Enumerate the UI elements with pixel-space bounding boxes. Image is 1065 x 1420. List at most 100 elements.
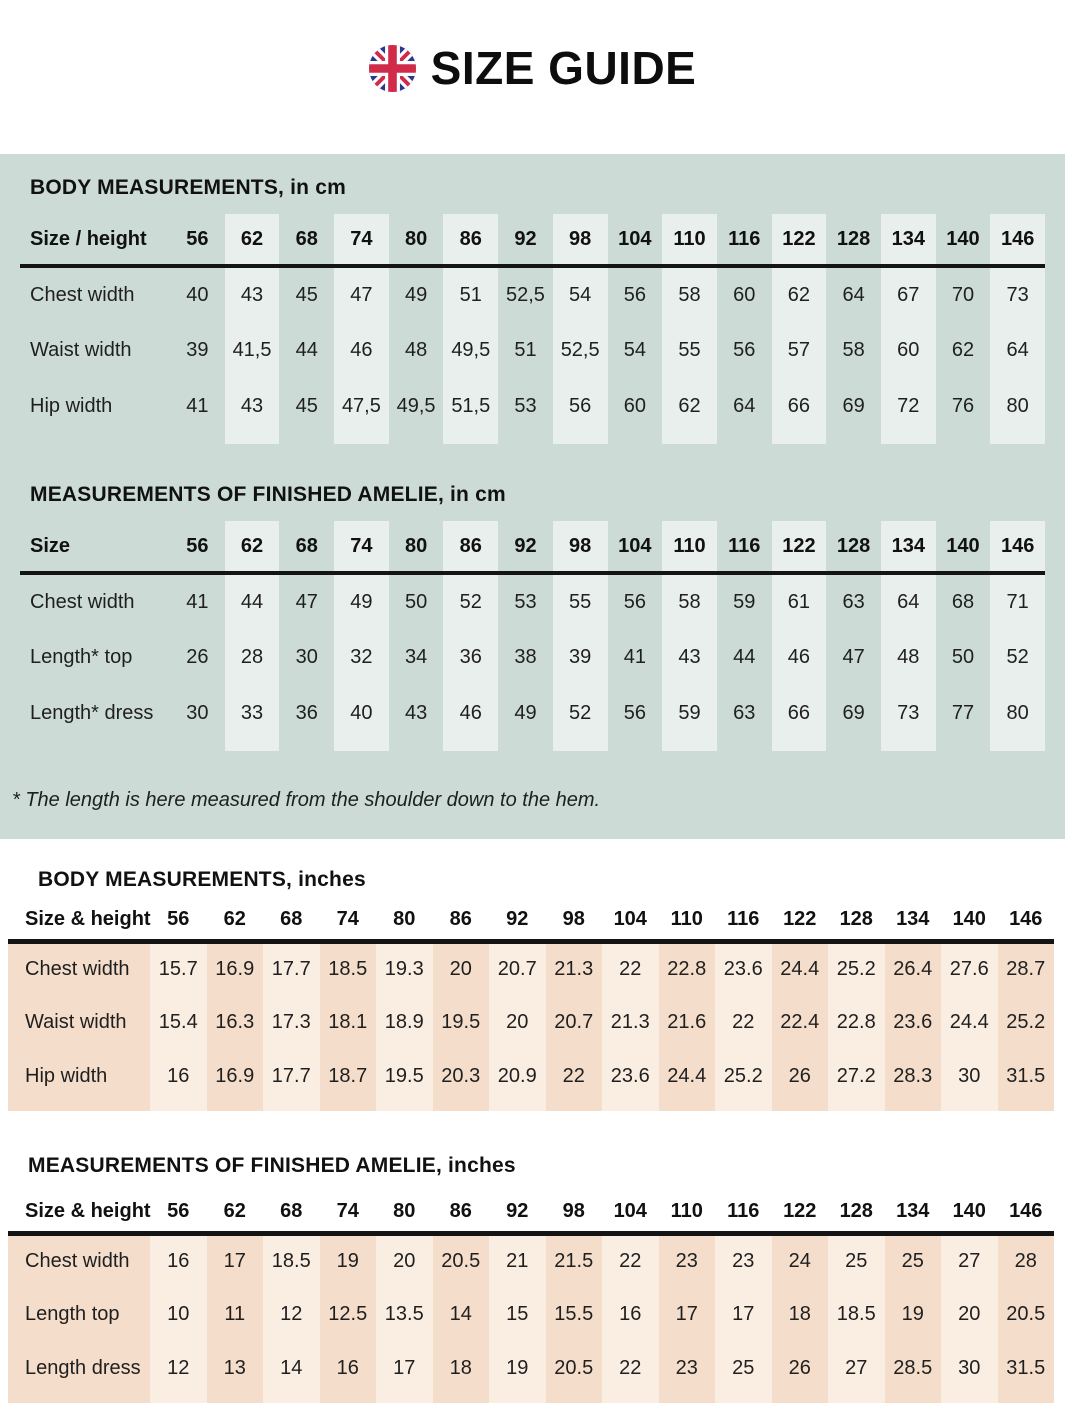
cell-value: 46 bbox=[334, 322, 389, 378]
size-column-header: 56 bbox=[150, 1193, 207, 1236]
cell-value: 22 bbox=[602, 941, 659, 995]
cell-value: 20.9 bbox=[489, 1049, 546, 1111]
cell-value: 16.9 bbox=[206, 1049, 263, 1111]
cell-value: 23 bbox=[658, 1341, 715, 1403]
size-column-header: 74 bbox=[319, 1193, 376, 1236]
cell-value: 58 bbox=[662, 573, 717, 629]
cell-value: 39 bbox=[552, 629, 608, 685]
cell-value: 17 bbox=[376, 1341, 433, 1403]
cell-value: 32 bbox=[334, 629, 389, 685]
cell-value: 62 bbox=[771, 266, 827, 322]
cell-value: 24 bbox=[771, 1233, 828, 1287]
size-column-header: 134 bbox=[880, 521, 936, 575]
size-column-header: 146 bbox=[990, 214, 1045, 268]
cell-value: 22 bbox=[715, 995, 772, 1049]
cell-value: 26.4 bbox=[884, 941, 941, 995]
size-column-header: 56 bbox=[150, 901, 207, 944]
cell-value: 55 bbox=[552, 573, 608, 629]
size-column-header: 80 bbox=[388, 521, 444, 575]
size-label-header: Size & height bbox=[8, 901, 151, 944]
table-row: Length top 10 11 12 12.5 13.5 14 15 15.5 16 17 17 18… bbox=[8, 1287, 1054, 1341]
size-column-header: 62 bbox=[224, 214, 280, 268]
cell-value: 13 bbox=[206, 1341, 263, 1403]
cell-value: 12.5 bbox=[319, 1287, 376, 1341]
size-label-header: Size bbox=[20, 521, 170, 575]
header-row: Size 56 62 68 74 80 86 92 98 104 110 116 122 128 134 14… bbox=[20, 521, 1045, 575]
cell-value: 22 bbox=[602, 1233, 659, 1287]
size-column-header: 86 bbox=[443, 521, 499, 575]
cell-value: 44 bbox=[295, 338, 318, 361]
size-column-header: 128 bbox=[826, 214, 881, 268]
cell-value: 20 bbox=[489, 995, 546, 1049]
cell-value: 25 bbox=[828, 1233, 885, 1287]
size-column-header: 146 bbox=[997, 1193, 1054, 1236]
cell-value: 25 bbox=[884, 1233, 941, 1287]
table-row: Hip width 16 16.9 17.7 18.7 19.5 20.3 20.9 22 23.… bbox=[8, 1049, 1054, 1111]
page-header: SIZE GUIDE bbox=[0, 0, 1065, 94]
cell-value: 52,5 bbox=[552, 322, 608, 378]
cell-value: 51 bbox=[443, 266, 499, 322]
cell-value: 41,5 bbox=[224, 322, 280, 378]
size-column-header: 128 bbox=[828, 901, 885, 944]
size-column-header: 128 bbox=[826, 521, 881, 575]
cell-value: 23 bbox=[658, 1233, 715, 1287]
cell-value: 16 bbox=[602, 1287, 659, 1341]
cell-value: 11 bbox=[206, 1287, 263, 1341]
size-column-header: 116 bbox=[716, 521, 772, 575]
cell-value: 33 bbox=[224, 685, 280, 751]
cell-value: 21.5 bbox=[545, 1233, 602, 1287]
cell-value: 71 bbox=[990, 573, 1045, 629]
size-column-header: 56 bbox=[170, 214, 225, 268]
size-label-header: Size & height bbox=[8, 1193, 151, 1236]
row-label: Length dress bbox=[8, 1341, 150, 1403]
size-column-header: 80 bbox=[388, 214, 444, 268]
cell-value: 36 bbox=[443, 629, 499, 685]
cell-value: 51 bbox=[514, 338, 537, 361]
table-row: Chest width 16 17 18.5 19 20 20.5 21 21.5 22 23 23 2… bbox=[8, 1233, 1054, 1287]
cell-value: 18 bbox=[432, 1341, 489, 1403]
size-column-header: 80 bbox=[376, 1193, 433, 1236]
cell-value: 66 bbox=[771, 685, 827, 751]
cell-value: 23 bbox=[715, 1233, 772, 1287]
row-label: Chest width bbox=[30, 283, 135, 306]
cell-value: 73 bbox=[990, 266, 1045, 322]
cell-value: 49,5 bbox=[396, 394, 436, 417]
cell-value: 23.6 bbox=[715, 941, 772, 995]
cell-value: 55 bbox=[662, 322, 717, 378]
cell-value: 67 bbox=[880, 266, 936, 322]
cell-value: 54 bbox=[623, 338, 646, 361]
size-column-header: 134 bbox=[884, 901, 941, 944]
amelie-cm-table-title: MEASUREMENTS OF FINISHED AMELIE, in cm bbox=[30, 483, 506, 506]
size-column-header: 140 bbox=[935, 521, 991, 575]
cell-value: 27.6 bbox=[941, 941, 998, 995]
cell-value: 43 bbox=[224, 378, 280, 444]
cell-value: 17 bbox=[715, 1287, 772, 1341]
cm-measurements-section: BODY MEASUREMENTS, in cm Size / height 56… bbox=[0, 154, 1065, 839]
cell-value: 54 bbox=[552, 266, 608, 322]
length-footnote: * The length is here measured from the s… bbox=[12, 789, 601, 811]
cell-value: 36 bbox=[295, 701, 318, 724]
size-column-header: 104 bbox=[607, 214, 663, 268]
cell-value: 20.7 bbox=[545, 995, 602, 1049]
cell-value: 63 bbox=[733, 701, 756, 724]
cell-value: 49 bbox=[514, 701, 537, 724]
cell-value: 15.7 bbox=[150, 941, 207, 995]
cell-value: 19.5 bbox=[432, 995, 489, 1049]
cell-value: 16.3 bbox=[206, 995, 263, 1049]
cell-value: 21 bbox=[489, 1233, 546, 1287]
size-column-header: 98 bbox=[552, 521, 608, 575]
cell-value: 15 bbox=[489, 1287, 546, 1341]
size-column-header: 74 bbox=[334, 521, 389, 575]
cell-value: 44 bbox=[224, 573, 280, 629]
cell-value: 26 bbox=[771, 1341, 828, 1403]
size-column-header: 122 bbox=[771, 214, 827, 268]
cell-value: 56 bbox=[552, 378, 608, 444]
size-column-header: 98 bbox=[545, 1193, 602, 1236]
table-row: Hip width 41 43 45 47,5 49,5 51,5 53 56 60 62 64 66 6… bbox=[20, 378, 1045, 444]
cell-value: 40 bbox=[186, 283, 209, 306]
cell-value: 24.4 bbox=[658, 1049, 715, 1111]
cell-value: 20 bbox=[432, 941, 489, 995]
cell-value: 62 bbox=[662, 378, 717, 444]
cell-value: 13.5 bbox=[376, 1287, 433, 1341]
cell-value: 52 bbox=[990, 629, 1045, 685]
